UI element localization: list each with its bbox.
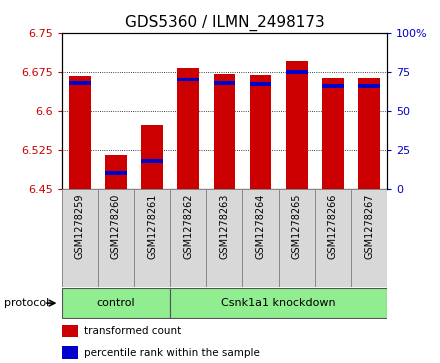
Bar xyxy=(105,155,127,189)
Bar xyxy=(62,325,78,337)
Bar xyxy=(250,76,271,189)
Text: GSM1278259: GSM1278259 xyxy=(75,194,84,259)
Text: transformed count: transformed count xyxy=(84,326,182,336)
Bar xyxy=(286,70,308,74)
Bar xyxy=(62,288,170,318)
Bar xyxy=(213,81,235,85)
Text: control: control xyxy=(96,298,135,308)
Bar xyxy=(213,74,235,189)
Bar xyxy=(170,189,206,287)
Title: GDS5360 / ILMN_2498173: GDS5360 / ILMN_2498173 xyxy=(125,15,324,31)
Bar xyxy=(279,189,315,287)
Text: GSM1278262: GSM1278262 xyxy=(183,194,193,259)
Bar xyxy=(98,189,134,287)
Bar xyxy=(351,189,387,287)
Text: GSM1278263: GSM1278263 xyxy=(220,194,229,259)
Bar xyxy=(62,346,78,359)
Bar xyxy=(206,189,242,287)
Text: GSM1278266: GSM1278266 xyxy=(328,194,338,259)
Text: percentile rank within the sample: percentile rank within the sample xyxy=(84,347,260,358)
Text: GSM1278261: GSM1278261 xyxy=(147,194,157,259)
Bar xyxy=(170,288,387,318)
Bar xyxy=(177,78,199,81)
Text: protocol: protocol xyxy=(4,298,50,308)
Text: GSM1278260: GSM1278260 xyxy=(111,194,121,259)
Bar xyxy=(69,81,91,85)
Bar xyxy=(286,61,308,189)
Text: GSM1278267: GSM1278267 xyxy=(364,194,374,259)
Text: Csnk1a1 knockdown: Csnk1a1 knockdown xyxy=(221,298,336,308)
Bar xyxy=(177,68,199,189)
Text: GSM1278264: GSM1278264 xyxy=(256,194,266,259)
Bar xyxy=(322,84,344,88)
Bar xyxy=(358,78,380,189)
Bar xyxy=(250,82,271,86)
Bar xyxy=(62,189,98,287)
Bar xyxy=(69,76,91,189)
Bar xyxy=(105,171,127,175)
Bar xyxy=(242,189,279,287)
Bar xyxy=(141,159,163,163)
Bar xyxy=(322,78,344,189)
Bar xyxy=(358,84,380,88)
Bar xyxy=(141,125,163,189)
Bar xyxy=(315,189,351,287)
Text: GSM1278265: GSM1278265 xyxy=(292,194,302,259)
Bar xyxy=(134,189,170,287)
